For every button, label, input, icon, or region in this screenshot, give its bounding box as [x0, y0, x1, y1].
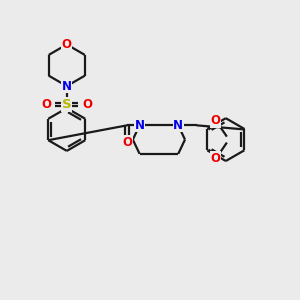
- Text: O: O: [122, 136, 132, 149]
- Text: S: S: [62, 98, 72, 111]
- Text: N: N: [135, 119, 145, 132]
- Text: O: O: [211, 152, 220, 165]
- Text: O: O: [62, 38, 72, 51]
- Text: O: O: [82, 98, 92, 111]
- Text: N: N: [62, 80, 72, 93]
- Text: N: N: [173, 119, 183, 132]
- Text: O: O: [41, 98, 51, 111]
- Text: O: O: [211, 114, 220, 128]
